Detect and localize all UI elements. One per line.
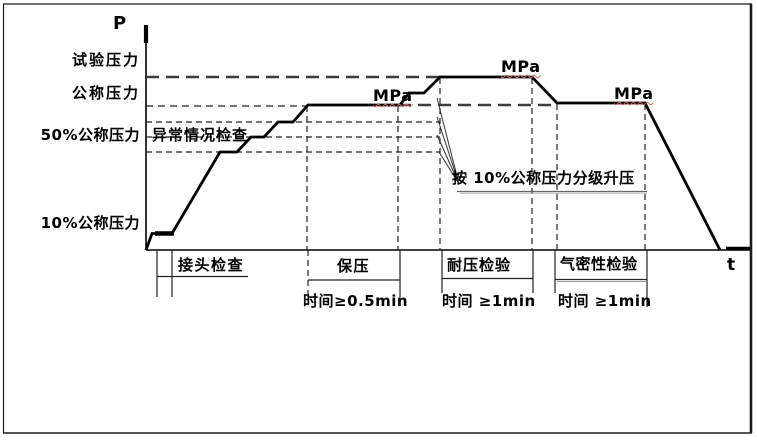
step-up-leader-lines (436, 97, 647, 194)
pressure-curve (144, 75, 722, 251)
level-label-50pct-nominal: 50%公称压力 (40, 126, 140, 144)
duration-pressure-resistance-test: 时间 ≥1min (442, 292, 536, 310)
y-axis-label: P (113, 13, 127, 34)
level-label-10pct-nominal: 10%公称压力 (40, 214, 140, 232)
level-label-nominal-pressure: 公称压力 (71, 84, 140, 102)
mpa-label-test: MPa (501, 57, 541, 76)
phase-label-joint-check: 接头检查 (178, 256, 245, 274)
border-frame (2, 3, 753, 434)
axes (143, 25, 750, 251)
pressure-reference-lines (146, 75, 557, 153)
x-axis-label: t (727, 255, 736, 275)
duration-air-tightness-test: 时间 ≥1min (558, 292, 652, 310)
duration-hold-pressure: 时间≥0.5min (303, 292, 409, 310)
level-label-test-pressure: 试验压力 (71, 51, 140, 69)
phase-label-hold-pressure: 保压 (337, 257, 371, 275)
mpa-label-hold: MPa (373, 86, 413, 105)
phase-label-air-tightness-test: 气密性检验 (560, 255, 638, 273)
vertical-dashed-lines (306, 78, 646, 297)
step-up-note: 按 10%公称压力分级升压 (452, 169, 635, 187)
phase-dividers (156, 250, 648, 307)
mpa-label-tightness: MPa (614, 84, 654, 103)
abnormal-check-note: 异常情况检查 (152, 126, 249, 144)
phase-label-pressure-resistance-test: 耐压检验 (447, 256, 512, 274)
